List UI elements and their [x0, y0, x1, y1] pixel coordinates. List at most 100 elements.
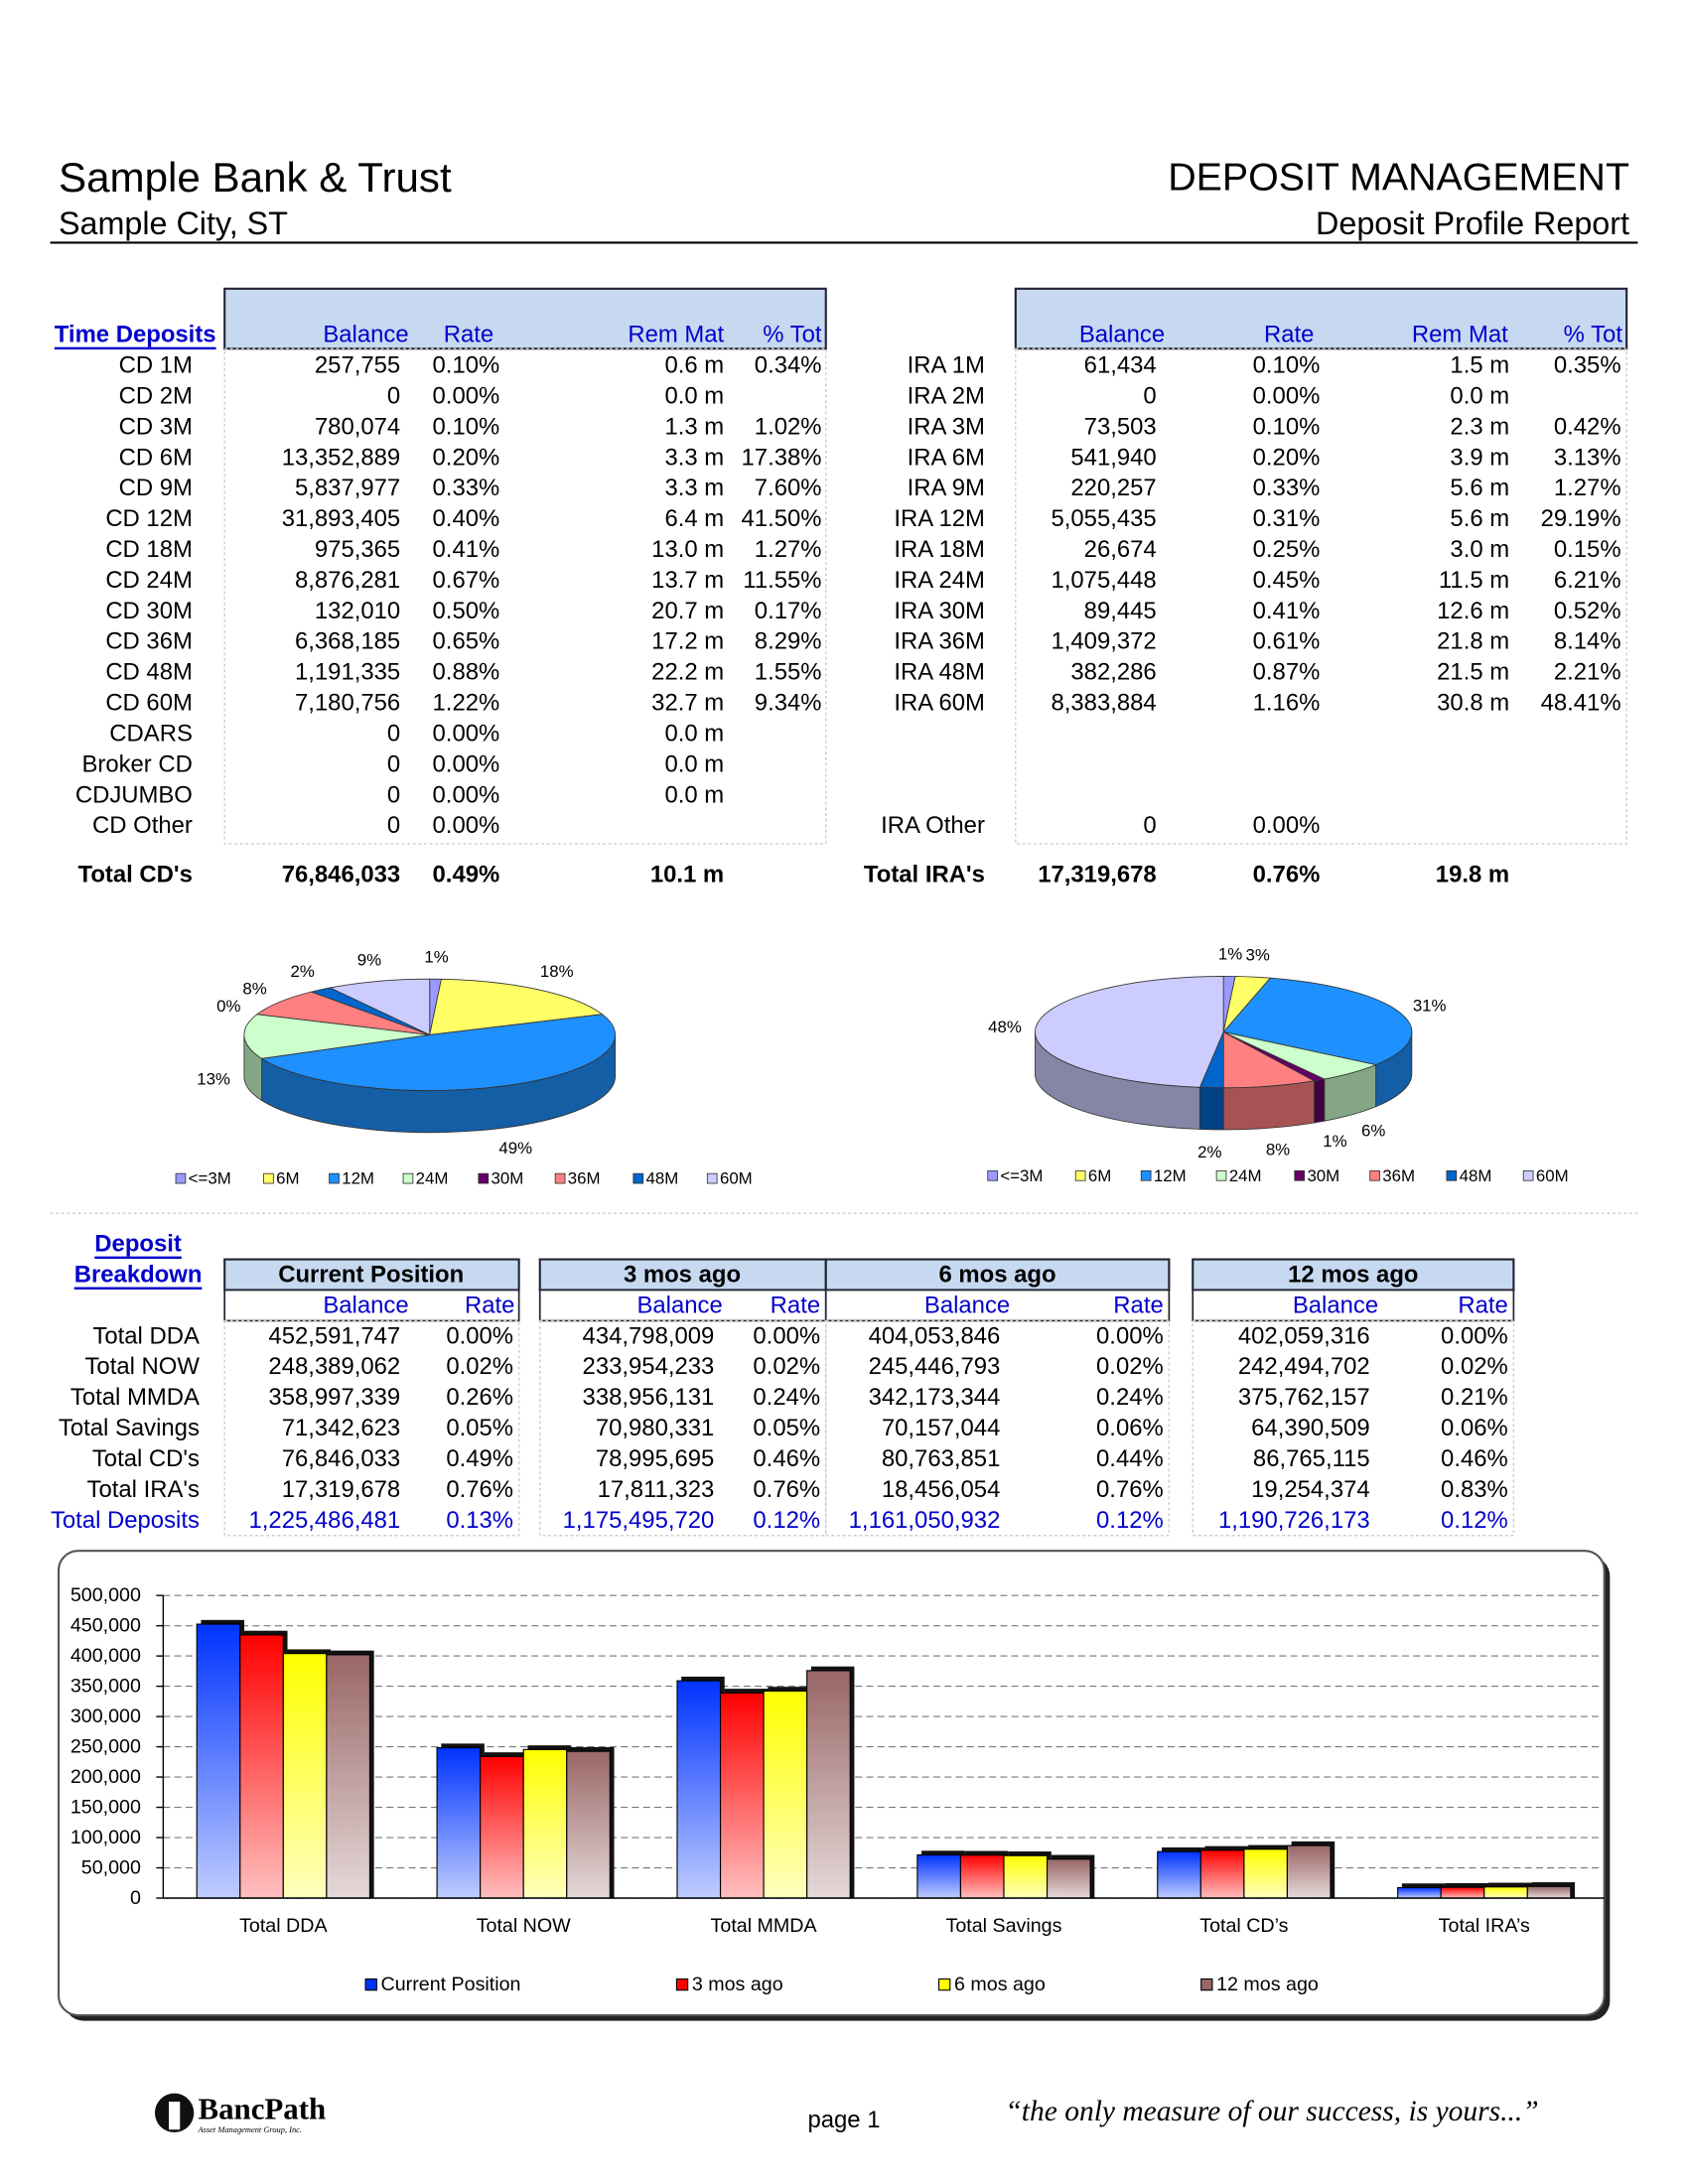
cell: IRA 12M: [894, 505, 985, 532]
bar: [1286, 1844, 1332, 1899]
cell: 541,940: [1070, 444, 1156, 471]
legend-swatch: [1215, 1169, 1227, 1181]
subheader-box: [1192, 1289, 1515, 1322]
legend-swatch: [554, 1172, 566, 1184]
bar: [719, 1692, 765, 1899]
page-number: page 1: [807, 2107, 880, 2133]
bar: [1526, 1885, 1572, 1899]
legend-label: 30M: [492, 1169, 524, 1188]
x-tick-label: Total IRA’s: [1439, 1915, 1530, 1937]
cell: 0.00%: [1096, 1322, 1164, 1349]
legend-swatch: [1522, 1169, 1534, 1181]
legend-label: 3 mos ago: [692, 1974, 783, 1995]
cell: 7,180,756: [295, 690, 400, 717]
cell: 452,591,747: [268, 1322, 400, 1349]
cell: 1.55%: [755, 659, 822, 686]
total-cell: 0.76%: [1253, 861, 1321, 887]
total-cell: 19.8 m: [1436, 861, 1509, 887]
bar: [522, 1748, 568, 1899]
cell: 3.3 m: [664, 444, 724, 471]
cell: 1.27%: [1554, 475, 1621, 501]
legend-label: 24M: [416, 1169, 449, 1188]
pie-slice: [243, 1014, 430, 1059]
column-header: Rem Mat: [1412, 322, 1508, 348]
cell: 61,434: [1084, 352, 1157, 379]
cell: 6.21%: [1554, 567, 1621, 594]
legend-swatch: [675, 1978, 689, 1991]
cell: 11.5 m: [1439, 567, 1509, 594]
cell: 0.45%: [1253, 567, 1321, 594]
cell: Total CD's: [92, 1445, 200, 1472]
cell: 0.00%: [433, 720, 500, 747]
cell: 8.14%: [1554, 628, 1621, 655]
column-header: % Tot: [1564, 322, 1623, 348]
cell: 18,456,054: [882, 1476, 1001, 1503]
cell: CD 48M: [105, 659, 193, 686]
legend-label: 60M: [720, 1169, 753, 1188]
cell: 0.34%: [755, 352, 822, 379]
pie-label: 8%: [1266, 1140, 1290, 1159]
cell: 78,995,695: [596, 1445, 715, 1472]
x-tick-label: Total MMDA: [711, 1915, 818, 1937]
cell: Total Savings: [59, 1415, 200, 1441]
cell: 0: [387, 812, 400, 839]
cell: 342,173,344: [869, 1384, 1001, 1411]
report-title: DEPOSIT MANAGEMENT: [1168, 155, 1629, 199]
cell: 248,389,062: [268, 1353, 400, 1380]
report-subtitle: Deposit Profile Report: [1316, 205, 1629, 241]
bar: [1483, 1886, 1528, 1899]
cell: 0.02%: [1096, 1353, 1164, 1380]
cell: 2.21%: [1554, 659, 1621, 686]
cell: 0.10%: [1253, 352, 1321, 379]
cell: 0.42%: [1554, 413, 1621, 440]
cell: 0: [387, 720, 400, 747]
period-header: Current Position: [278, 1262, 464, 1289]
cell: 1.16%: [1253, 690, 1321, 717]
legend-swatch: [1369, 1169, 1380, 1181]
legend-label: 24M: [1229, 1166, 1262, 1185]
pie-chart: [243, 978, 617, 1134]
cell: IRA 48M: [894, 659, 985, 686]
cell: IRA 2M: [908, 382, 985, 409]
pie-slice: [1035, 975, 1224, 1088]
cell: 434,798,009: [583, 1322, 715, 1349]
bar: [436, 1746, 482, 1899]
period-box: [223, 1258, 520, 1292]
cell: 1.22%: [433, 690, 500, 717]
pie-label: 8%: [242, 980, 266, 999]
subheader: Rate: [771, 1292, 820, 1318]
cell: CD 30M: [105, 598, 193, 624]
legend-label: 36M: [1382, 1166, 1415, 1185]
cell: 375,762,157: [1238, 1384, 1370, 1411]
logo-icon: [169, 2102, 181, 2130]
subheader-box: [824, 1289, 1171, 1322]
breakdown-title: Deposit: [94, 1231, 182, 1258]
cell: 1,409,372: [1051, 628, 1156, 655]
cell: 5,055,435: [1051, 505, 1156, 532]
cell: 26,674: [1084, 536, 1157, 563]
cell: 3.3 m: [664, 475, 724, 501]
cell: CD 9M: [119, 475, 193, 501]
cell: 780,074: [315, 413, 400, 440]
bar: [196, 1623, 241, 1899]
cell: 0.0 m: [664, 751, 724, 777]
cell: 9.34%: [755, 690, 822, 717]
total-cell: 76,846,033: [282, 861, 401, 887]
cell: 73,503: [1084, 413, 1157, 440]
x-tick-label: Total Savings: [946, 1915, 1062, 1937]
bar: [806, 1670, 851, 1899]
cell: 5.6 m: [1450, 475, 1509, 501]
total-cell: Total IRA's: [864, 861, 985, 887]
cell: CD Other: [92, 812, 193, 839]
cell: 13,352,889: [282, 444, 401, 471]
legend-label: 48M: [645, 1169, 678, 1188]
cell: 0.00%: [1253, 812, 1321, 839]
cell: 12.6 m: [1437, 598, 1509, 624]
breakdown-title: Breakdown: [74, 1262, 203, 1289]
cell: 0.0 m: [1450, 382, 1509, 409]
pie-label: 31%: [1413, 996, 1447, 1015]
cell: 8,876,281: [295, 567, 400, 594]
cell: 0.26%: [446, 1384, 513, 1411]
y-tick-label: 400,000: [70, 1645, 141, 1667]
